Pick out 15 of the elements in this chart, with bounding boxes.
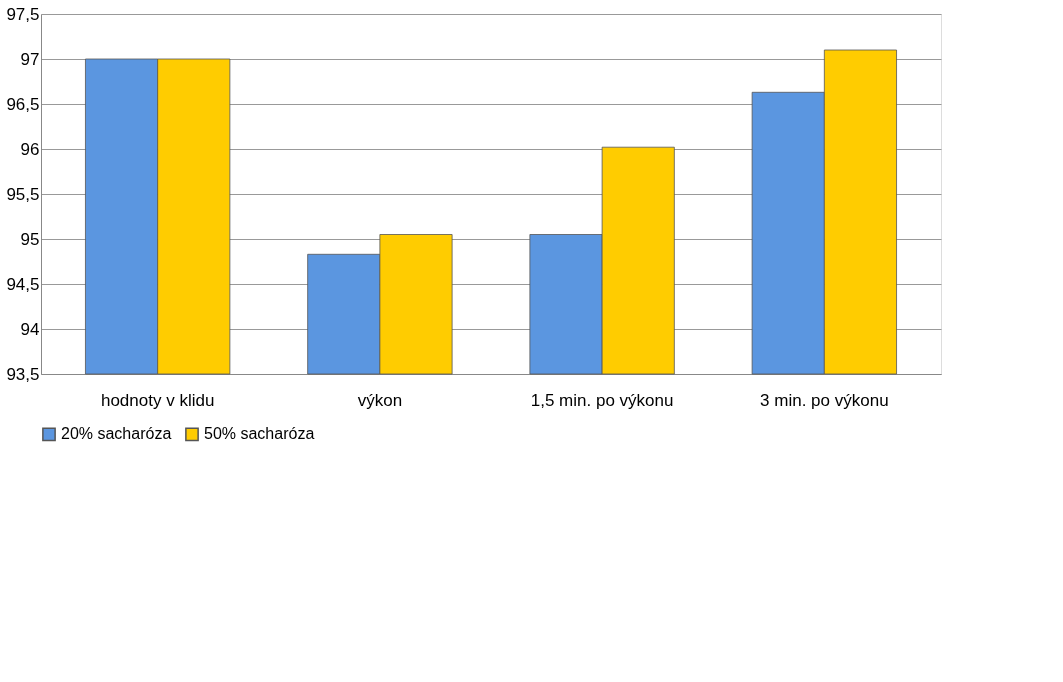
y-tick-label: 97 [20,49,40,69]
legend-label: 20% sacharóza [61,425,172,443]
x-tick-label: hodnoty v klidu [100,390,215,410]
y-tick-label: 93,5 [6,364,40,384]
y-tick-label: 97,5 [6,4,40,24]
y-tick-label: 95 [20,229,40,249]
y-tick-label: 94,5 [6,274,40,294]
x-tick-label: výkon [357,390,403,410]
legend-label: 50% sacharóza [204,425,315,443]
y-tick-label: 96 [20,139,40,159]
y-tick-label: 94 [20,319,40,339]
x-tick-label: 1,5 min. po výkonu [530,390,674,410]
y-tick-label: 95,5 [6,184,40,204]
x-tick-label: 3 min. po výkonu [760,390,889,410]
y-tick-label: 96,5 [6,94,40,114]
